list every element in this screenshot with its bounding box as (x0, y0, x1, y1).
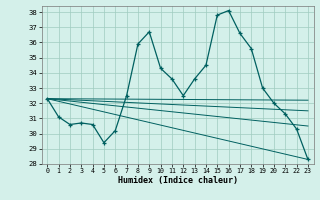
X-axis label: Humidex (Indice chaleur): Humidex (Indice chaleur) (118, 176, 237, 185)
